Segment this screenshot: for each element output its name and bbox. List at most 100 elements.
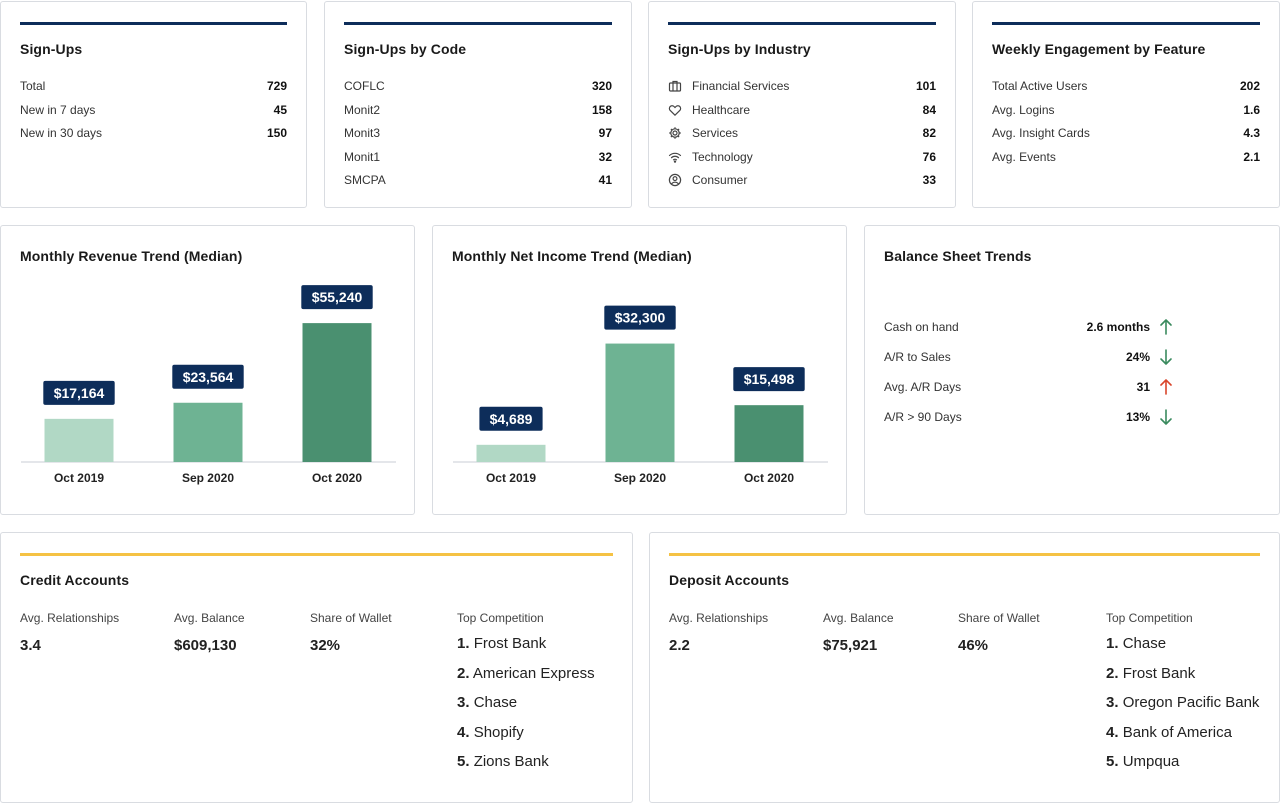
x-tick-label: Oct 2019	[54, 471, 104, 485]
stat-value: 84	[922, 103, 936, 117]
stat-row: Monit2 158	[344, 102, 612, 118]
card-title: Sign-Ups	[20, 41, 83, 57]
stat-value: 2.2	[669, 637, 690, 654]
stat-row: Monit1 32	[344, 149, 612, 165]
card-accent-bar	[20, 553, 613, 556]
stat-value: 82	[922, 126, 936, 140]
stat-row: Total Active Users 202	[992, 78, 1260, 94]
stat-row: Consumer 33	[668, 172, 936, 188]
metric-label: Avg. A/R Days	[884, 380, 962, 394]
stat-row: Services 82	[668, 125, 936, 141]
stat-label: Avg. Events	[992, 150, 1056, 164]
stat-value: 33	[922, 173, 936, 187]
arrow-down-icon	[1160, 409, 1172, 425]
competitor-item: 2. Frost Bank	[1106, 664, 1196, 682]
stat-value: $75,921	[823, 637, 878, 654]
net-income-bar-chart: $4,689 Oct 2019 $32,300 Sep 2020 $15,498 Oct …	[453, 305, 828, 485]
revenue-trend-card: Monthly Revenue Trend (Median) $17,164 Oc…	[0, 225, 415, 515]
stat-row: New in 30 days 150	[20, 125, 287, 141]
stat-label: Technology	[692, 150, 753, 164]
balance-stat: Avg. Balance $609,130	[174, 611, 245, 654]
bar	[302, 323, 372, 462]
balance-sheet-row: Avg. A/R Days 31	[884, 378, 1184, 396]
stat-label: Services	[692, 126, 739, 140]
stat-row: New in 7 days 45	[20, 102, 287, 118]
competition-list: Top Competition 1. Chase 2. Frost Bank 3…	[1106, 611, 1259, 783]
card-accent-bar	[668, 22, 936, 25]
bar-value-label: $4,689	[490, 411, 533, 427]
card-accent-bar	[992, 22, 1260, 25]
stat-value: 45	[273, 103, 287, 117]
balance-sheet-row: A/R to Sales 24%	[884, 348, 1184, 366]
stat-value: $609,130	[174, 637, 237, 654]
stat-row: Total 729	[20, 78, 287, 94]
stat-value: 76	[922, 150, 936, 164]
wifi-icon	[668, 150, 682, 164]
card-accent-bar	[344, 22, 612, 25]
bar-value-label: $55,240	[312, 289, 363, 305]
metric-label: Cash on hand	[884, 320, 959, 334]
stat-value: 202	[1239, 79, 1260, 93]
stat-value: 41	[598, 173, 612, 187]
stat-label: Monit1	[344, 150, 381, 164]
card-accent-bar	[20, 22, 287, 25]
competitor-item: 4. Shopify	[457, 723, 524, 741]
stat-value: 729	[266, 79, 287, 93]
x-tick-label: Sep 2020	[614, 471, 666, 485]
stat-value: 46%	[958, 637, 989, 654]
competitor-item: 3. Chase	[457, 694, 518, 711]
competitor-item: 5. Umpqua	[1106, 753, 1180, 770]
stat-label: Top Competition	[1106, 611, 1193, 625]
bar-value-label: $15,498	[744, 371, 795, 387]
metric-value: 13%	[1125, 410, 1150, 424]
stat-value: 101	[915, 79, 936, 93]
stat-value: 32%	[310, 637, 341, 654]
metric-label: A/R to Sales	[884, 350, 951, 364]
stat-label: Avg. Balance	[174, 611, 245, 625]
stat-row: Avg. Events 2.1	[992, 149, 1260, 165]
stat-label: COFLC	[344, 79, 385, 93]
stat-label: Total Active Users	[992, 79, 1088, 93]
arrow-up-icon	[1160, 379, 1172, 395]
stat-label: New in 30 days	[20, 126, 103, 140]
wallet-stat: Share of Wallet 46%	[958, 611, 1040, 654]
stat-value: 1.6	[1243, 103, 1260, 117]
metric-value: 24%	[1125, 350, 1150, 364]
stat-row: Avg. Insight Cards 4.3	[992, 125, 1260, 141]
balance-sheet-row: A/R > 90 Days 13%	[884, 408, 1184, 426]
card-title: Weekly Engagement by Feature	[992, 41, 1206, 57]
stat-label: Share of Wallet	[958, 611, 1040, 625]
stat-row: Healthcare 84	[668, 102, 936, 118]
stat-label: Total	[20, 79, 46, 93]
stat-value: 150	[266, 126, 287, 140]
stat-value: 3.4	[20, 637, 41, 654]
bar-value-badge	[301, 285, 373, 310]
stat-label: Avg. Insight Cards	[992, 126, 1090, 140]
arrow-up-icon	[1160, 319, 1172, 335]
weekly-engagement-card: Weekly Engagement by Feature Total Activ…	[972, 1, 1280, 208]
x-tick-label: Oct 2020	[744, 471, 794, 485]
stat-label: Monit3	[344, 126, 381, 140]
net-income-trend-card: Monthly Net Income Trend (Median) $4,689…	[432, 225, 847, 515]
stat-label: Avg. Relationships	[669, 611, 769, 625]
stat-label: Share of Wallet	[310, 611, 392, 625]
signups-by-industry-card: Sign-Ups by Industry Financial Services …	[648, 1, 956, 208]
competitor-item: 3. Oregon Pacific Bank	[1106, 694, 1260, 711]
stat-row: COFLC 320	[344, 78, 612, 94]
card-title: Deposit Accounts	[669, 572, 790, 588]
stat-label: Top Competition	[457, 611, 544, 625]
bar-value-label: $17,164	[54, 385, 105, 401]
stat-label: Avg. Logins	[992, 103, 1055, 117]
wallet-stat: Share of Wallet 32%	[310, 611, 392, 654]
competitor-item: 1. Frost Bank	[457, 635, 547, 652]
metric-value: 2.6 months	[1086, 320, 1150, 334]
briefcase-icon	[668, 79, 682, 93]
signups-by-code-card: Sign-Ups by Code COFLC 320 Monit2 158 Moni…	[324, 1, 632, 208]
stat-row: Monit3 97	[344, 125, 612, 141]
x-tick-label: Oct 2020	[312, 471, 362, 485]
metric-value: 31	[1136, 380, 1150, 394]
signups-card: Sign-Ups Total 729 New in 7 days 45 New in…	[0, 1, 307, 208]
stat-label: New in 7 days	[20, 103, 96, 117]
card-title: Credit Accounts	[20, 572, 130, 588]
bar	[605, 343, 675, 462]
